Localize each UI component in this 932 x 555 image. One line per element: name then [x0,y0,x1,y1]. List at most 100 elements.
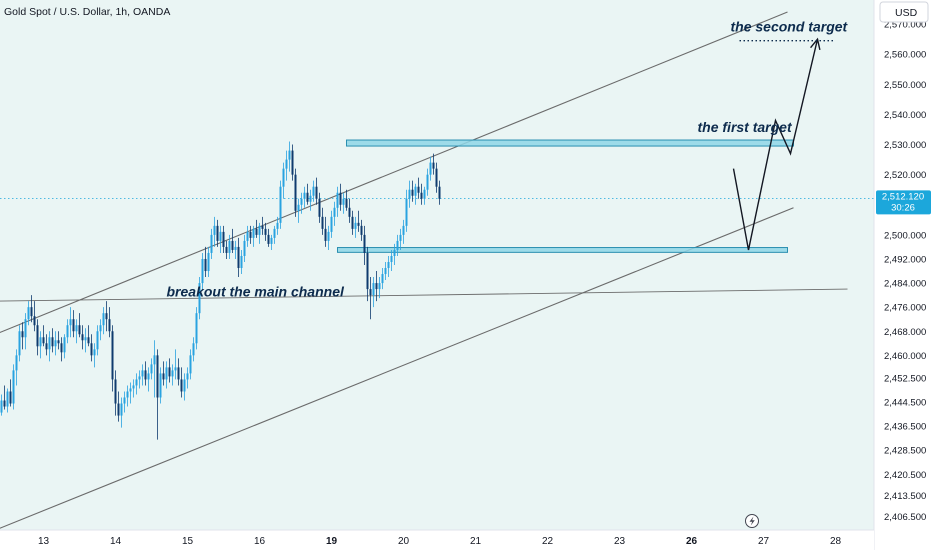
candle[interactable] [264,222,267,241]
candle[interactable] [267,228,270,247]
candle[interactable] [135,373,138,395]
candle[interactable] [153,340,156,398]
candle[interactable] [333,201,336,226]
candle[interactable] [237,237,240,278]
candle[interactable] [72,310,75,338]
candle[interactable] [174,349,177,380]
candle[interactable] [63,334,66,359]
candle[interactable] [45,334,48,356]
candle[interactable] [186,367,189,389]
candle[interactable] [129,382,132,404]
candle[interactable] [78,313,81,338]
candle[interactable] [81,325,84,350]
candle[interactable] [132,379,135,398]
candle[interactable] [255,219,258,238]
candle[interactable] [69,307,72,338]
candle[interactable] [372,277,375,308]
time-axis[interactable]: 13 14 15 16 19 20 21 22 23 26 27 28 [0,529,874,550]
candle[interactable] [18,325,21,362]
candle[interactable] [348,198,351,223]
candle[interactable] [321,207,324,235]
candle[interactable] [93,343,96,368]
breakout-label[interactable]: breakout the main channel [167,284,345,300]
candle[interactable] [108,307,111,338]
candle[interactable] [402,219,405,244]
candle[interactable] [9,379,12,407]
candle[interactable] [381,268,384,290]
candle[interactable] [363,225,366,265]
candle[interactable] [183,373,186,401]
candle[interactable] [102,307,105,335]
candle[interactable] [414,183,417,205]
candle[interactable] [432,153,435,175]
candle[interactable] [111,325,114,392]
candle[interactable] [150,358,153,380]
candle[interactable] [6,388,9,413]
lightning-icon[interactable] [745,514,759,528]
candle[interactable] [0,394,3,416]
candle[interactable] [87,325,90,347]
candle[interactable] [288,141,291,172]
candle[interactable] [3,385,6,410]
candle[interactable] [198,277,201,320]
candle[interactable] [405,189,408,232]
candle[interactable] [312,180,315,202]
candle[interactable] [240,249,243,275]
projection-path[interactable] [732,38,819,251]
candle[interactable] [354,216,357,238]
candle[interactable] [33,301,36,332]
candle[interactable] [75,319,78,344]
candle[interactable] [210,228,213,259]
candle[interactable] [411,180,414,202]
candle[interactable] [339,183,342,211]
candle[interactable] [39,331,42,359]
main-channel-line[interactable] [0,288,848,302]
candle[interactable] [219,225,222,253]
lower-channel-line[interactable] [0,207,794,530]
candle[interactable] [285,150,288,181]
candle[interactable] [282,162,285,199]
candle[interactable] [294,168,297,217]
candle[interactable] [105,301,108,332]
candle[interactable] [117,391,120,422]
candle[interactable] [30,295,33,323]
upper-channel-line[interactable] [0,11,788,334]
candle[interactable] [225,240,228,259]
candle[interactable] [309,189,312,211]
candle[interactable] [159,367,162,404]
candle[interactable] [57,331,60,350]
candle[interactable] [324,216,327,247]
candle[interactable] [417,177,420,199]
candle[interactable] [114,370,117,416]
candle[interactable] [279,180,282,229]
candle[interactable] [420,183,423,205]
candle[interactable] [336,186,339,217]
candle[interactable] [216,219,219,247]
candle[interactable] [36,319,39,356]
candle[interactable] [408,180,411,208]
candle[interactable] [24,313,27,350]
second-target-label[interactable]: the second target [731,19,849,35]
candle[interactable] [147,367,150,392]
candle[interactable] [192,337,195,362]
candle[interactable] [156,349,159,440]
candle[interactable] [423,186,426,205]
candle[interactable] [27,301,30,326]
candle[interactable] [171,364,174,386]
first-target-label[interactable]: the first target [698,119,793,135]
candle[interactable] [315,177,318,205]
candle[interactable] [96,325,99,356]
candle[interactable] [84,328,87,353]
candle[interactable] [435,162,438,193]
candle[interactable] [180,367,183,398]
candle[interactable] [249,225,252,244]
support-zone[interactable] [337,247,788,253]
candle[interactable] [246,225,249,247]
candle[interactable] [12,364,15,410]
candle[interactable] [396,234,399,256]
candle[interactable] [204,246,207,278]
candle[interactable] [384,261,387,281]
candle[interactable] [243,234,246,262]
candle[interactable] [429,156,432,181]
candle[interactable] [252,225,255,247]
